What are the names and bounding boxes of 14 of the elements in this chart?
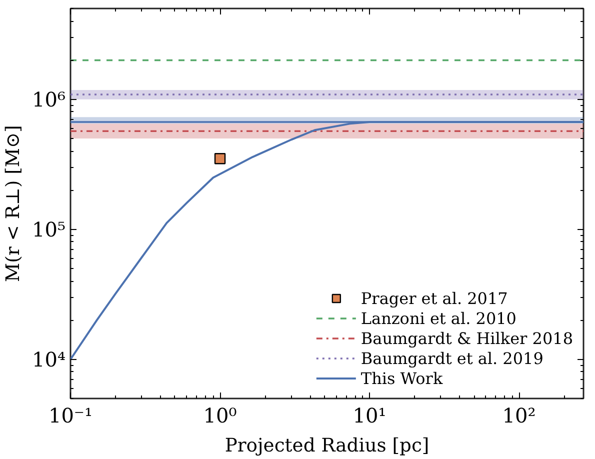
y-tick-label: 10⁴ [32, 347, 66, 372]
legend-label: Prager et al. 2017 [360, 288, 508, 308]
y-tick-label: 10⁵ [32, 217, 66, 242]
y-tick-label: 10⁶ [32, 87, 66, 112]
y-axis-title: M(r < R⊥) [M⊙] [3, 125, 24, 282]
x-tick-label: 10⁰ [203, 404, 237, 428]
x-tick-label: 10² [502, 404, 536, 428]
legend-label: This Work [360, 368, 443, 388]
legend-label: Baumgardt et al. 2019 [360, 348, 544, 368]
legend-label: Lanzoni et al. 2010 [360, 308, 516, 328]
x-tick-label: 10¹ [352, 404, 386, 428]
legend-label: Baumgardt & Hilker 2018 [360, 328, 573, 348]
x-tick-label: 10⁻¹ [48, 404, 93, 428]
x-axis-title: Projected Radius [pc] [224, 436, 430, 456]
